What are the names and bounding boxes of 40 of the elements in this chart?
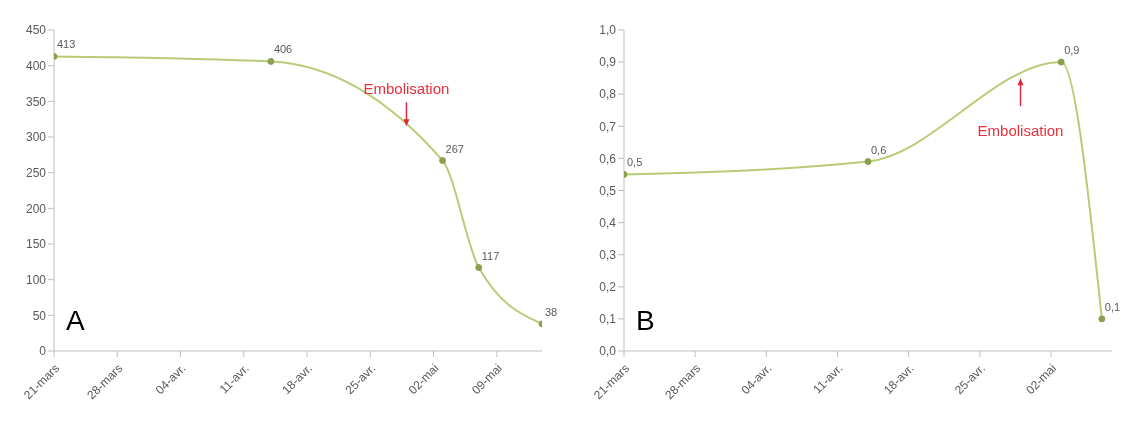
text: A — [66, 305, 85, 337]
y-tick-label: 250 — [25, 165, 47, 180]
y-tick-label: 400 — [25, 58, 47, 73]
y-tick-label: 0,4 — [599, 215, 617, 230]
data-label: 0,6 — [871, 143, 887, 156]
point — [864, 158, 872, 166]
point — [267, 57, 275, 65]
data-label: 0,1 — [1104, 300, 1121, 313]
point — [439, 157, 447, 165]
data-label: 413 — [57, 38, 76, 51]
data-label: 0,9 — [1064, 44, 1080, 57]
annotation: Embolisation — [363, 80, 450, 98]
data-label: 0,5 — [627, 156, 643, 169]
y-tick-label: 450 — [25, 23, 47, 38]
point — [1098, 315, 1106, 323]
y-tick-label: 0,2 — [599, 280, 617, 295]
y-tick-label: 0 — [39, 344, 47, 359]
y-tick-label: 50 — [32, 308, 47, 323]
y-tick-label: 200 — [25, 201, 47, 216]
data-label: 38 — [545, 305, 558, 318]
y-tick-label: 1,0 — [599, 23, 617, 38]
annotation: Embolisation — [977, 122, 1064, 140]
y-tick-label: 0,5 — [599, 183, 617, 198]
y-tick-label: 350 — [25, 94, 47, 109]
point — [1057, 58, 1065, 66]
point — [475, 264, 483, 272]
y-tick-label: 300 — [25, 130, 47, 145]
y-tick-label: 0,7 — [599, 119, 617, 134]
y-tick-label: 0,9 — [599, 55, 617, 70]
y-tick-label: 0,1 — [599, 312, 617, 327]
data-label: 267 — [445, 142, 464, 155]
y-tick-label: 0,6 — [599, 151, 617, 166]
y-tick-label: 0,0 — [599, 344, 617, 359]
y-tick-label: 0,8 — [599, 87, 617, 102]
y-tick-label: 150 — [25, 237, 47, 252]
y-tick-label: 0,3 — [599, 247, 617, 262]
text: B — [636, 305, 655, 337]
data-label: 406 — [273, 43, 293, 56]
y-tick-label: 100 — [25, 272, 47, 287]
data-label: 117 — [481, 249, 500, 262]
